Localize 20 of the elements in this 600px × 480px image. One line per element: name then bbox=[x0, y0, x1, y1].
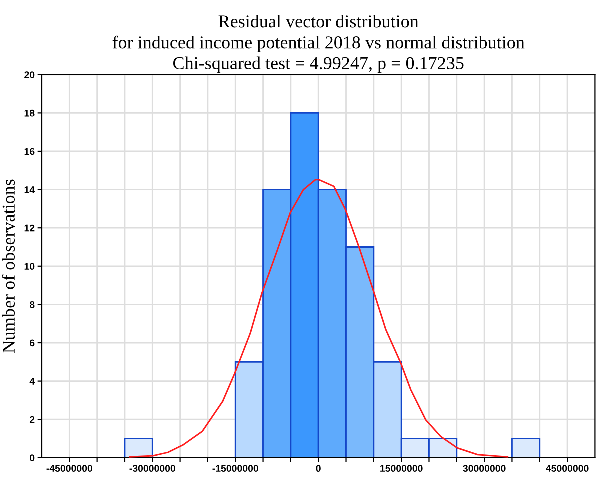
y-tick-label: 6 bbox=[30, 340, 35, 347]
x-tick-label: -30000000 bbox=[130, 465, 176, 472]
y-tick-label: 12 bbox=[24, 224, 35, 232]
y-tick-label: 16 bbox=[24, 148, 35, 156]
x-tick-label: -45000000 bbox=[46, 465, 93, 472]
y-tick-label: 18 bbox=[24, 110, 35, 117]
y-tick-label: 4 bbox=[30, 378, 36, 385]
y-axis-title: Number of observations bbox=[2, 180, 16, 354]
y-tick-label: 14 bbox=[24, 186, 36, 194]
chart-title: Residual vector distribution for induced income potential 2018 vs normal distribution Chi-squared test = 4.99247, p = 0.17235 bbox=[112, 15, 525, 74]
y-tick-label: 10 bbox=[24, 263, 35, 270]
y-tick-label: 8 bbox=[30, 301, 35, 308]
x-tick-label: 45000000 bbox=[546, 465, 589, 472]
y-tick-label: 2 bbox=[30, 416, 35, 424]
y-tick-label: 20 bbox=[24, 72, 35, 78]
x-tick-label: 30000000 bbox=[463, 465, 506, 472]
x-tick-label: 15000000 bbox=[380, 465, 423, 472]
x-tick-label: -15000000 bbox=[212, 465, 258, 472]
y-tick-label: 0 bbox=[30, 454, 35, 462]
x-tick-label: 0 bbox=[316, 465, 321, 472]
